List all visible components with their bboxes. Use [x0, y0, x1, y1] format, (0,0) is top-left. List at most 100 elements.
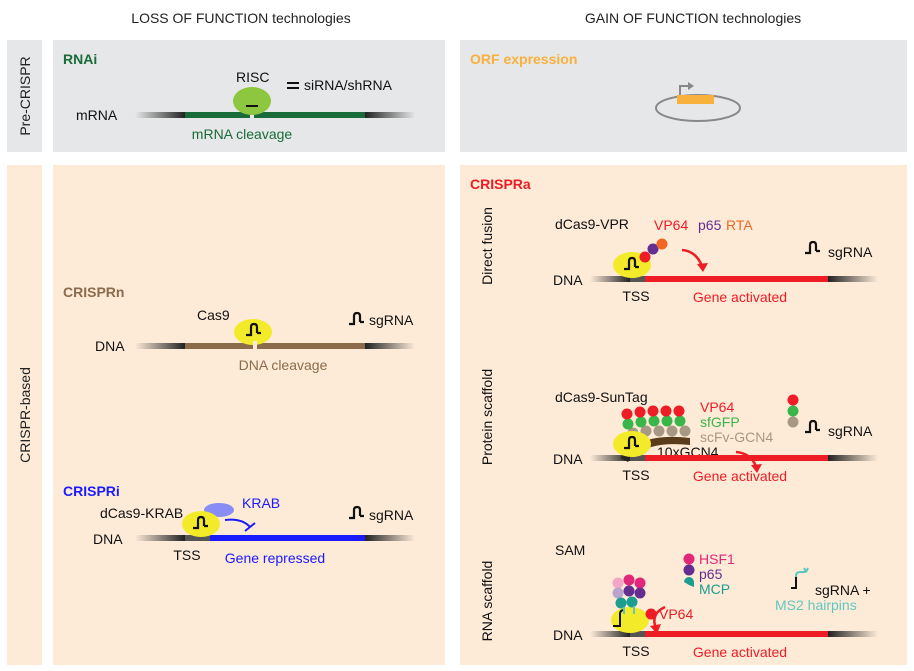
sam-effector-cluster [612, 574, 646, 614]
repression-arrow-icon [224, 518, 256, 532]
sam-dna-label: DNA [553, 627, 583, 643]
sam-hsf1-label: HSF1 [699, 551, 735, 567]
ms2-hairpin-icon [795, 567, 809, 586]
vp64-domain [639, 251, 651, 263]
sam-vp64-label: VP64 [659, 606, 693, 622]
crispri-dna-left [135, 535, 185, 541]
sam-ms2-label: MS2 hairpins [775, 597, 857, 613]
orf-title: ORF expression [470, 51, 577, 67]
dcas9-suntag-label: dCas9-SunTag [555, 389, 648, 405]
risc-complex [233, 87, 271, 115]
crispri-protein-label: dCas9-KRAB [100, 505, 183, 521]
crispri-krab-label: KRAB [242, 495, 280, 511]
sam-p65-label: p65 [699, 566, 723, 582]
crispra-title: CRISPRa [470, 176, 531, 192]
crisprn-cas9-label: Cas9 [197, 307, 230, 323]
sfgfp-legend-dot [787, 405, 799, 417]
rnai-sirna-label: siRNA/shRNA [304, 77, 393, 93]
crisprn-cleavage-gap [253, 341, 257, 351]
rna-scaffold-side-label: RNA scaffold [479, 561, 495, 642]
suntag-dna-left [590, 455, 630, 461]
sirna-icon [287, 82, 299, 89]
hsf1-legend-dot [683, 553, 695, 565]
crisprn-title: CRISPRn [63, 284, 124, 300]
suntag-scfv-label: scFv-GCN4 [700, 429, 773, 445]
mrna-right-end [365, 112, 415, 118]
crisprn-dna-label: DNA [95, 338, 125, 354]
direct-gene-strand [645, 276, 828, 282]
rnai-mrna-label: mRNA [76, 107, 118, 123]
sam-mcp-label: MCP [699, 581, 730, 597]
crispri-dna-right [365, 535, 415, 541]
sam-activated-label: Gene activated [693, 644, 787, 660]
direct-dna-right [828, 276, 878, 282]
sam-dna-left [590, 631, 630, 637]
rta-domain [656, 238, 668, 250]
row-label-crispr-based: CRISPR-based [17, 367, 33, 463]
direct-sgrna-label: sgRNA [828, 244, 873, 260]
crisprn-dna-left [135, 343, 185, 349]
sam-sgrna-label: sgRNA + [815, 582, 871, 598]
p65-legend-dot [683, 564, 695, 576]
direct-tss-label: TSS [622, 288, 649, 304]
suntag-antibody-array [621, 405, 691, 439]
scfv-legend-dot [787, 416, 799, 428]
crispri-sgrna-label: sgRNA [369, 507, 414, 523]
row-label-pre-crispr: Pre-CRISPR [17, 56, 33, 135]
direct-fusion-side-label: Direct fusion [479, 207, 495, 285]
gcn4-scaffold [620, 436, 690, 462]
protein-scaffold-side-label: Protein scaffold [479, 369, 495, 465]
crispri-dna-strand [210, 535, 365, 541]
suntag-gene-strand [645, 455, 828, 461]
rnai-risc-label: RISC [236, 69, 269, 85]
crispri-tss-label: TSS [173, 547, 200, 563]
sam-dcas9-protein [611, 607, 649, 633]
pre-crispr-row-label-panel [7, 40, 42, 152]
dcas9-vpr-label: dCas9-VPR [555, 216, 629, 232]
dcas9-krab-protein [182, 511, 220, 537]
sam-label: SAM [555, 542, 585, 558]
crisprn-dna-right [365, 343, 415, 349]
direct-dna-left [590, 276, 630, 282]
promoter-arrow-icon [679, 85, 690, 95]
vp64-legend-dot [787, 394, 799, 406]
direct-activation-arrow-icon [681, 248, 704, 267]
sam-vp64-domain [645, 608, 657, 620]
suntag-sfgfp-label: sfGFP [700, 414, 740, 430]
header-gain-of-function: GAIN OF FUNCTION technologies [585, 10, 801, 26]
crisprn-sgrna-label: sgRNA [369, 312, 414, 328]
crispri-title: CRISPRi [63, 483, 120, 499]
rnai-title: RNAi [63, 51, 97, 67]
suntag-vp64-label: VP64 [700, 399, 734, 415]
mrna-left-end [135, 112, 185, 118]
p65-domain [647, 243, 659, 255]
crisprn-dna-strand [185, 343, 365, 349]
orf-insert [677, 95, 714, 104]
suntag-sgrna-label: sgRNA [828, 423, 873, 439]
crispri-dna-label: DNA [93, 531, 123, 547]
crispra-panel [460, 165, 907, 665]
sam-dna-right [828, 631, 878, 637]
direct-dna-label: DNA [553, 272, 583, 288]
suntag-dna-label: DNA [553, 451, 583, 467]
crispri-repressed-label: Gene repressed [225, 550, 325, 566]
vpr-vp64-label: VP64 [654, 217, 688, 233]
dcas9-suntag-protein [613, 431, 651, 457]
header-loss-of-function: LOSS OF FUNCTION technologies [131, 10, 350, 26]
sam-tss-label: TSS [622, 643, 649, 659]
mcp-legend-icon [684, 577, 694, 587]
sam-gene-strand [645, 631, 828, 637]
vpr-rta-label: RTA [726, 217, 753, 233]
crispr-row-label-panel [7, 165, 42, 665]
cas9-protein [234, 319, 272, 345]
suntag-tss-label: TSS [622, 467, 649, 483]
vpr-p65-label: p65 [698, 217, 722, 233]
suntag-dna-right [828, 455, 878, 461]
crispr-loss-panel [53, 165, 445, 665]
crisprn-cleavage-label: DNA cleavage [239, 357, 328, 373]
suntag-activated-label: Gene activated [693, 468, 787, 484]
mrna-strand [185, 112, 365, 118]
rnai-cleavage-label: mRNA cleavage [192, 126, 293, 142]
direct-activated-label: Gene activated [693, 289, 787, 305]
